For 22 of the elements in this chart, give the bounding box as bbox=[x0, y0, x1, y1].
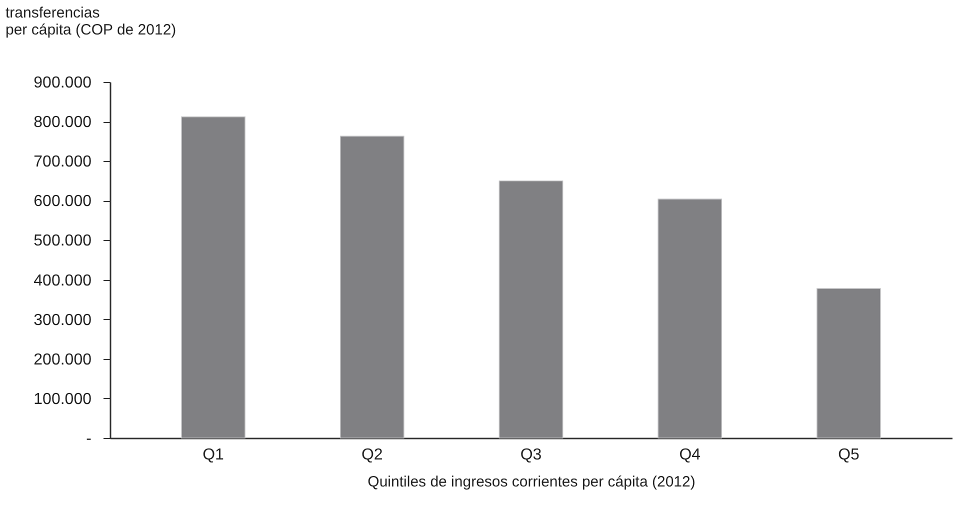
bar bbox=[816, 288, 881, 438]
y-tick-label: 100.000 bbox=[34, 390, 92, 408]
bar bbox=[498, 180, 564, 438]
x-tick-label: Q3 bbox=[520, 446, 542, 464]
x-tick-label: Q2 bbox=[361, 446, 383, 464]
x-axis-title: Quintiles de ingresos corrientes per cápita (2012) bbox=[368, 474, 696, 490]
y-tick-label: 600.000 bbox=[34, 193, 92, 210]
y-tick-label: 300.000 bbox=[34, 312, 92, 329]
y-tick-label: - bbox=[86, 430, 92, 448]
x-tick-label: Q4 bbox=[679, 446, 701, 464]
bar bbox=[658, 198, 722, 438]
y-tick-label: 400.000 bbox=[34, 272, 92, 290]
x-tick-label: Q1 bbox=[202, 446, 224, 464]
x-tick-label: Q5 bbox=[838, 446, 860, 464]
y-tick-label: 500.000 bbox=[34, 232, 92, 250]
y-axis-title: transferencias per cápita (COP de 2012) bbox=[6, 4, 176, 38]
y-tick-label: 900.000 bbox=[34, 74, 92, 92]
bar bbox=[181, 116, 246, 438]
y-tick-label: 200.000 bbox=[34, 351, 92, 368]
bar bbox=[340, 136, 404, 438]
y-tick-label: 700.000 bbox=[34, 154, 92, 171]
y-tick-label: 800.000 bbox=[34, 114, 92, 132]
